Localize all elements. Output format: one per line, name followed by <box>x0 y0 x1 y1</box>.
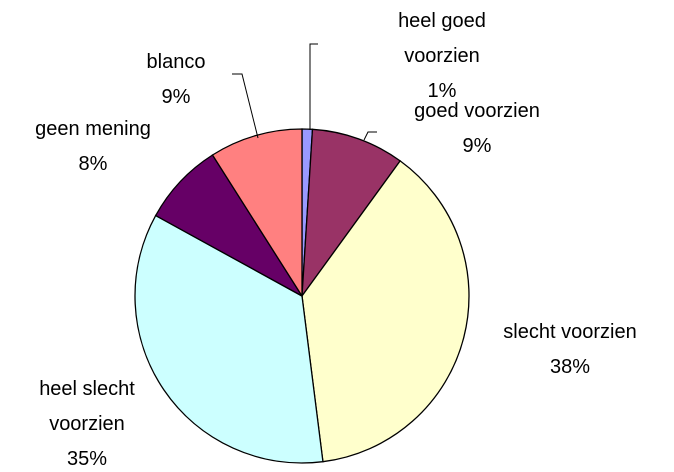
leader-line <box>363 131 377 141</box>
value-label: 38% <box>549 356 591 378</box>
slice-label: slecht voorzien 38% <box>490 315 650 385</box>
slice-label: geen mening 8% <box>13 112 173 182</box>
value-label: 8% <box>78 153 108 175</box>
value-label: 9% <box>462 135 492 157</box>
leader-lines <box>232 43 377 141</box>
leader-line <box>309 43 318 130</box>
category-label: heel goed voorzien <box>398 10 486 67</box>
slice-label: heel goed voorzien 1% <box>362 4 522 109</box>
value-label: 35% <box>66 448 108 470</box>
pie-slice <box>301 159 470 463</box>
slice-label: blanco 9% <box>96 45 256 115</box>
pie-slice <box>301 128 402 299</box>
category-label: slecht voorzien <box>503 321 637 343</box>
category-label: blanco <box>146 51 206 73</box>
category-label: goed voorzien <box>414 100 540 122</box>
value-label: 9% <box>161 86 191 108</box>
pie-slice <box>134 214 324 464</box>
slice-label: goed voorzien 9% <box>397 94 557 164</box>
pie <box>134 128 470 464</box>
leader-line <box>232 73 259 139</box>
slice-label: heel slecht voorzien 35% <box>7 372 167 472</box>
category-label: geen mening <box>35 118 151 140</box>
category-label: heel slecht voorzien <box>39 378 135 435</box>
value-label: 1% <box>427 80 457 102</box>
pie-slice <box>211 128 303 299</box>
